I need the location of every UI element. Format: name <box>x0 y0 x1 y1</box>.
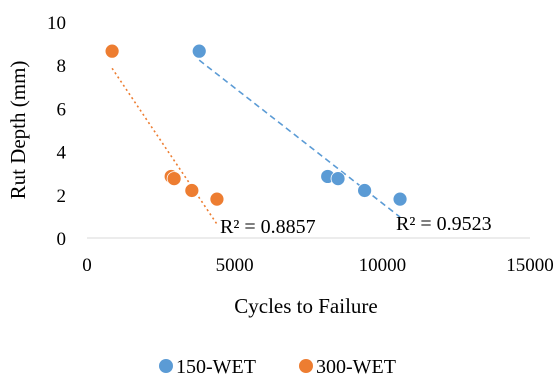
data-points <box>104 43 408 207</box>
legend-label: 300-WET <box>316 356 396 378</box>
y-tick-label: 10 <box>47 13 66 34</box>
r2-label: R² = 0.8857 <box>220 216 316 238</box>
x-tick-label: 10000 <box>359 255 407 276</box>
y-tick-label: 2 <box>57 186 67 207</box>
data-point-150-WET <box>330 171 346 187</box>
legend: 150-WET 300-WET <box>159 356 396 378</box>
y-tick-label: 8 <box>57 56 67 77</box>
y-tick-label: 0 <box>57 229 67 250</box>
data-point-300-WET <box>184 183 200 198</box>
data-point-300-WET <box>209 191 225 207</box>
r2-labels: R² = 0.9523 R² = 0.8857 <box>220 213 492 238</box>
data-point-300-WET <box>104 43 120 59</box>
data-point-150-WET <box>392 191 408 207</box>
x-tick-labels: 0 5000 10000 15000 <box>82 255 554 276</box>
trendline-300-WET <box>111 67 218 225</box>
y-tick-labels: 0 2 4 6 8 10 <box>47 13 67 250</box>
data-point-150-WET <box>357 183 373 198</box>
y-tick-label: 4 <box>57 143 67 164</box>
trendlines <box>111 59 401 225</box>
x-tick-label: 5000 <box>216 255 254 276</box>
y-tick-label: 6 <box>57 99 67 120</box>
data-point-150-WET <box>191 43 207 59</box>
data-point-300-WET <box>166 171 182 187</box>
legend-marker <box>299 359 313 373</box>
legend-marker <box>159 359 173 373</box>
x-axis-title: Cycles to Failure <box>234 294 377 318</box>
legend-label: 150-WET <box>176 356 256 378</box>
r2-label: R² = 0.9523 <box>396 213 492 235</box>
y-axis-title: Rut Depth (mm) <box>6 61 30 200</box>
x-tick-label: 15000 <box>506 255 554 276</box>
x-tick-label: 0 <box>82 255 92 276</box>
